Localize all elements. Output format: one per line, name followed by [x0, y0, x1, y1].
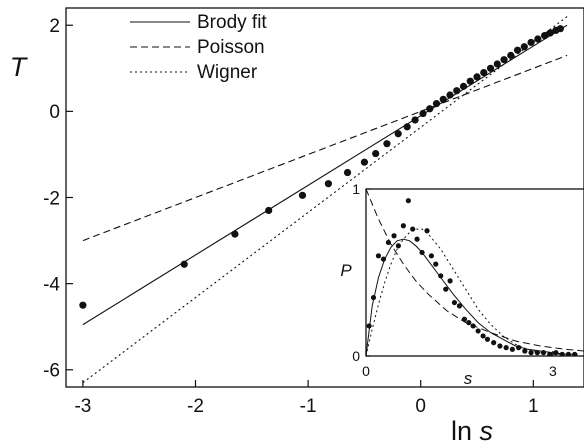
main-data-point	[507, 51, 515, 59]
inset-data-point	[410, 226, 416, 232]
inset-data-point	[503, 345, 509, 351]
x-axis-label: ln s	[451, 416, 493, 444]
inset-data-point	[491, 340, 497, 346]
inset-data-point	[480, 333, 486, 339]
inset-data-point	[451, 299, 458, 306]
inset-xtick-label: 0	[362, 363, 370, 379]
main-ytick-label: -6	[43, 361, 60, 382]
main-ytick-label: -4	[43, 274, 60, 295]
main-xtick-label: 0	[415, 396, 426, 417]
inset-y-axis-label: P	[340, 261, 352, 280]
inset-x-axis-label: s	[464, 369, 473, 388]
main-data-point	[527, 38, 535, 47]
x-axis-label-var: s	[480, 416, 494, 444]
main-series-area	[79, 16, 568, 384]
inset-frame	[365, 188, 584, 357]
legend: Brody fit Poisson Wigner	[130, 12, 267, 83]
inset-data-point	[366, 323, 372, 329]
x-axis-label-ln: ln	[451, 416, 480, 444]
main-xtick-label: -2	[187, 396, 204, 417]
inset-data-point	[522, 348, 528, 354]
main-series-wigner	[82, 16, 568, 384]
inset-data-point	[456, 303, 463, 309]
inset-background	[366, 189, 584, 356]
main-data-point	[383, 140, 391, 148]
inset-ytick-label: 1	[352, 181, 360, 197]
inset-data-point	[433, 261, 439, 267]
inset-data-point	[528, 350, 534, 356]
inset-data-point	[443, 286, 449, 292]
main-data-point	[486, 64, 495, 72]
inset-data-point	[414, 236, 420, 242]
inset-data-point	[438, 273, 444, 279]
main-data-point	[360, 158, 369, 166]
main-data-point	[324, 180, 332, 188]
inset-data-point	[391, 233, 397, 239]
main-series-poisson	[82, 54, 568, 242]
main-data-point	[480, 69, 488, 77]
inset-series-brody-fit	[366, 238, 578, 356]
main-data-point	[493, 60, 501, 68]
legend-label: Brody fit	[197, 12, 267, 33]
inset-data-point	[475, 328, 481, 334]
main-xtick-label: -3	[74, 396, 91, 417]
main-data-point	[343, 168, 352, 177]
main-data-point	[79, 301, 87, 309]
inset-ytick-label: 0	[352, 348, 360, 364]
main-data-point	[513, 46, 522, 54]
inset-data-point	[395, 243, 401, 249]
inset-data-point	[534, 350, 540, 356]
y-axis-label: T	[10, 52, 29, 82]
inset-data-point	[447, 278, 453, 284]
inset-plot: 0 3 0 1 Ps	[340, 181, 584, 388]
main-data-point	[466, 77, 474, 85]
main-data-point	[426, 105, 434, 113]
main-xtick-label: -1	[300, 396, 317, 417]
inset-data-point	[400, 223, 406, 229]
main-data-point	[520, 43, 528, 51]
legend-label: Wigner	[197, 62, 258, 83]
main-ytick-label: -2	[43, 188, 60, 209]
main-data-point	[298, 191, 307, 199]
legend-label: Poisson	[197, 37, 265, 58]
inset-xtick-label: 3	[549, 363, 557, 379]
inset-data-point	[466, 320, 472, 326]
inset-series-area	[366, 189, 584, 356]
inset-data-point	[375, 253, 382, 259]
main-data-point	[372, 149, 380, 158]
inset-data-point	[405, 198, 411, 204]
inset-data-point	[484, 336, 491, 342]
inset-data-point	[428, 253, 434, 259]
main-ytick-label: 0	[49, 102, 60, 123]
inset-series-poisson	[366, 189, 584, 352]
main-series-brody-fit	[82, 24, 568, 326]
main-data-point	[394, 130, 402, 138]
main-data-point	[500, 56, 508, 64]
main-xtick-label: 1	[528, 396, 539, 417]
inset-data-point	[509, 346, 515, 352]
main-ytick-label: 2	[49, 16, 60, 37]
main-data-point	[473, 73, 481, 81]
inset-data-point	[497, 343, 503, 349]
